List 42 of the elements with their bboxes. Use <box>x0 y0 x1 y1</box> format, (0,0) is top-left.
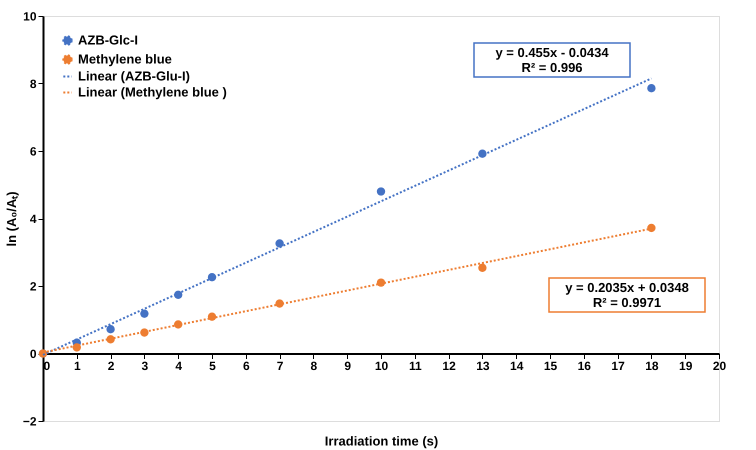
x-tick-label: 14 <box>510 359 524 373</box>
legend-label: Methylene blue <box>78 52 172 66</box>
x-tick-label: 2 <box>108 359 115 373</box>
x-tick-label: 9 <box>344 359 352 373</box>
x-tick-label: 7 <box>276 359 284 373</box>
y-axis-title: ln (A₀/Aₜ) <box>4 191 19 247</box>
legend-label: Linear (AZB-Glu-I) <box>78 68 190 84</box>
y-tick-label: −2 <box>22 414 37 428</box>
point <box>106 325 115 334</box>
point <box>376 187 386 196</box>
x-tick-label: 10 <box>374 359 388 373</box>
point <box>275 239 284 248</box>
x-tick-label: 15 <box>544 359 558 373</box>
x-tick-label: 3 <box>142 359 149 373</box>
x-tick-label: 16 <box>578 359 592 373</box>
y-tick-label: 4 <box>30 212 37 226</box>
legend-label: AZB-Glc-I <box>78 32 138 48</box>
x-tick-label: 20 <box>712 359 726 373</box>
point <box>647 224 656 232</box>
y-tick-label: 2 <box>30 280 37 294</box>
point <box>647 84 656 92</box>
x-tick-label: 19 <box>679 359 693 373</box>
legend-label: Linear (Methylene blue ) <box>78 84 227 100</box>
annotation: y = 0.2035x + 0.0348 R² = 0.9971 <box>565 280 689 310</box>
x-tick-label: 17 <box>611 359 626 373</box>
annotation: y = 0.455x - 0.0434 R² = 0.996 <box>495 45 610 75</box>
x-tick-label: 8 <box>310 359 318 373</box>
x-axis-title: Irradiation time (s) <box>324 434 438 448</box>
point <box>140 310 149 318</box>
x-tick-label: 12 <box>442 359 456 373</box>
y-tick-label: 6 <box>30 144 37 158</box>
y-tick-label: 0 <box>30 347 37 361</box>
x-tick-label: 11 <box>408 359 422 373</box>
y-tick-label: 10 <box>23 10 37 24</box>
point <box>478 264 487 272</box>
x-tick-label: 1 <box>74 359 81 373</box>
x-tick-label: 6 <box>242 359 250 373</box>
x-tick-label: 13 <box>476 359 490 373</box>
x-tick-label: 18 <box>645 359 659 373</box>
y-tick-label: 8 <box>30 77 37 91</box>
x-tick-label: 4 <box>175 359 182 373</box>
x-tick-label: 5 <box>209 359 216 373</box>
